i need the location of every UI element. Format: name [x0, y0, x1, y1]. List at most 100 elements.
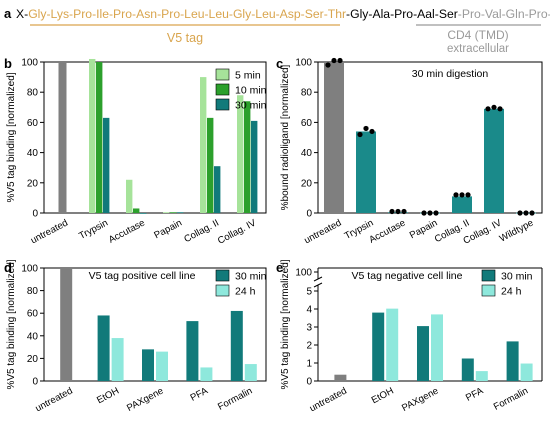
v5-tag-label: V5 tag [167, 31, 203, 45]
c-data-point [395, 208, 401, 215]
c-ylabel: %bound radioligand [normalized] [280, 64, 291, 210]
d-bar [60, 268, 73, 381]
c-ytick-label: 40 [301, 148, 313, 159]
b-legend-swatch [215, 68, 230, 81]
panel-letter-e: e [276, 260, 283, 275]
d-ylabel: %V5 tag binding [normalized] [6, 259, 17, 389]
panel-letter-c: c [276, 56, 283, 71]
d-category-label: EtOH [95, 386, 121, 407]
c-data-point [337, 57, 343, 64]
c-data-point [433, 210, 439, 216]
e-bar [520, 363, 533, 381]
c-plot-frame [317, 61, 543, 214]
e-bar [386, 308, 399, 381]
b-bar [103, 117, 110, 213]
c-data-point [357, 131, 363, 138]
b-category-label: Papain [152, 218, 184, 242]
c-data-point [459, 192, 465, 198]
e-category-label: EtOH [370, 386, 396, 407]
c-bar [452, 196, 472, 213]
panel-a: a X-Gly-Lys-Pro-Ile-Pro-Asn-Pro-Leu-Leu-… [4, 6, 550, 55]
sequence-prefix: X- [16, 7, 28, 21]
b-bar [214, 166, 221, 213]
e-ytick-label: 2 [306, 341, 312, 352]
e-legend-swatch [481, 269, 496, 282]
b-legend-label: 10 min [235, 85, 267, 97]
d-ytick-label: 0 [32, 377, 38, 388]
e-legend-label: 30 min [501, 271, 533, 283]
d-bar [142, 349, 154, 381]
b-bar [170, 212, 177, 214]
c-data-point [453, 192, 459, 198]
b-bar [244, 101, 251, 213]
c-data-point [517, 210, 523, 216]
e-bar [334, 374, 347, 381]
c-ytick-label: 100 [295, 58, 312, 69]
b-bar [58, 62, 67, 213]
c-category-label: Wildtype [498, 218, 536, 245]
c-bar [324, 62, 344, 213]
d-legend-swatch [215, 284, 230, 297]
d-bar [111, 338, 124, 381]
b-ytick-label: 20 [27, 178, 39, 189]
c-ytick-label: 20 [301, 178, 313, 189]
c-title: 30 min digestion [412, 68, 489, 80]
c-ytick-label: 80 [301, 88, 313, 99]
d-legend-swatch [215, 269, 230, 282]
c-category-label: untreated [302, 218, 343, 247]
d-bar [200, 367, 213, 381]
panel-letter-d: d [4, 260, 12, 275]
c-data-point [369, 128, 375, 135]
d-bar [230, 310, 243, 381]
e-ytick-label: 5 [306, 287, 312, 298]
b-bar [140, 213, 147, 214]
b-ytick-label: 80 [27, 88, 39, 99]
d-legend-label: 30 min [235, 271, 267, 283]
b-category-label: Collag. IV [216, 217, 258, 247]
e-axis-break-mark [313, 276, 323, 282]
b-bar [163, 212, 170, 214]
c-bar [484, 108, 504, 213]
chart-c: 0 20 40 60 80 100 %bound radioligand [normaliz… [280, 57, 543, 247]
sequence-line: X-Gly-Lys-Pro-Ile-Pro-Asn-Pro-Leu-Leu-Gl… [16, 7, 550, 21]
b-bar [126, 179, 133, 213]
b-ytick-label: 0 [32, 209, 38, 220]
e-category-label: PAXgene [400, 386, 440, 414]
c-data-point [331, 57, 337, 64]
chart-e: 0 1 2 3 4 5 100 %V5 tag binding [normalized] unt… [280, 259, 543, 415]
b-ylabel: %V5 tag binding [normalized] [6, 72, 17, 202]
d-ytick-label: 100 [21, 264, 38, 275]
b-category-label: Trypsin [77, 218, 110, 242]
b-legend-swatch [215, 83, 230, 96]
extracellular-label: extracellular [447, 43, 509, 55]
b-category-label: untreated [29, 218, 70, 247]
c-bar [356, 131, 376, 213]
e-category-label: untreated [308, 386, 349, 415]
e-axis-break-mark [313, 282, 323, 288]
c-data-point [465, 192, 471, 198]
b-bar [96, 62, 103, 213]
e-bar [475, 371, 488, 381]
chart-b: 0 20 40 60 80 100 %V5 tag binding [normalized]… [6, 58, 267, 247]
c-data-point [325, 62, 331, 68]
d-title: V5 tag positive cell line [89, 270, 196, 282]
e-ytick-label: 3 [306, 323, 312, 334]
e-category-label: Formalin [492, 386, 530, 413]
b-legend-label: 5 min [235, 70, 261, 82]
e-ytick-label: 0 [306, 377, 312, 388]
e-legend-label: 24 h [501, 286, 522, 298]
b-bar [177, 212, 184, 214]
v5-sequence: Gly-Lys-Pro-Ile-Pro-Asn-Pro-Leu-Leu-Gly-… [28, 7, 346, 21]
d-ytick-label: 80 [27, 286, 39, 297]
c-data-point [485, 106, 491, 112]
b-ytick-label: 40 [27, 148, 39, 159]
b-bar [133, 208, 140, 213]
d-category-label: PAXgene [125, 386, 165, 414]
e-bar [431, 314, 443, 381]
e-ytick-label: 100 [295, 268, 312, 279]
panel-letter-b: b [4, 56, 12, 71]
cd4-sequence: -Pro-Val-Gln-Pro-Y [458, 7, 550, 21]
e-ylabel: %V5 tag binding [normalized] [280, 259, 291, 389]
b-bar [89, 58, 96, 214]
